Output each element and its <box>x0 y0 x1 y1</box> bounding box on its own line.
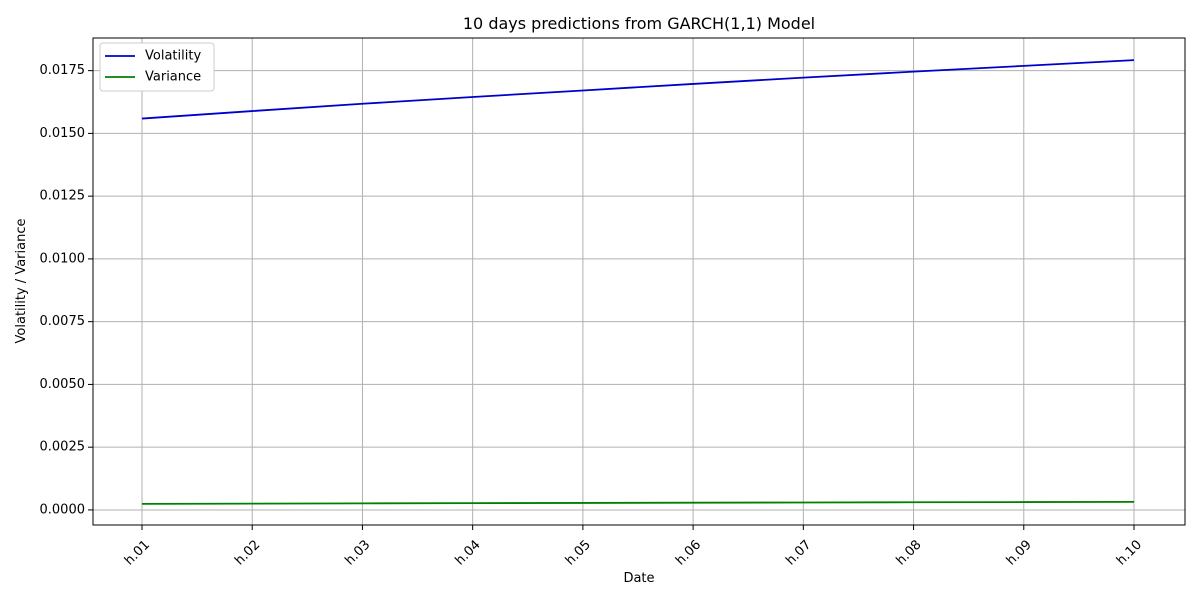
series-lines <box>141 59 1135 505</box>
y-tick-label: 0.0050 <box>40 377 86 392</box>
plot-frame <box>92 37 1186 526</box>
y-tick-label: 0.0000 <box>40 502 86 517</box>
series-line-variance <box>141 500 1135 505</box>
y-tick-label: 0.0100 <box>40 251 86 266</box>
legend-label: Variance <box>145 70 201 85</box>
chart-title: 10 days predictions from GARCH(1,1) Mode… <box>463 14 815 33</box>
y-axis-ticks: 0.0000 0.0025 0.0050 0.0075 0.0100 0.0125 0.01… <box>40 63 93 517</box>
y-tick-label: 0.0150 <box>40 126 86 141</box>
legend: Volatility Variance <box>99 42 215 92</box>
legend-box <box>99 42 215 92</box>
x-axis-label: Date <box>623 571 654 586</box>
y-tick-label: 0.0025 <box>40 440 86 455</box>
y-tick-label: 0.0075 <box>40 314 86 329</box>
y-tick-label: 0.0175 <box>40 63 86 78</box>
y-axis-label: Volatility / Variance <box>14 219 29 344</box>
series-line-volatility <box>141 59 1135 120</box>
legend-label: Volatility <box>145 49 201 64</box>
grid <box>93 38 1185 525</box>
y-tick-label: 0.0125 <box>40 189 86 204</box>
